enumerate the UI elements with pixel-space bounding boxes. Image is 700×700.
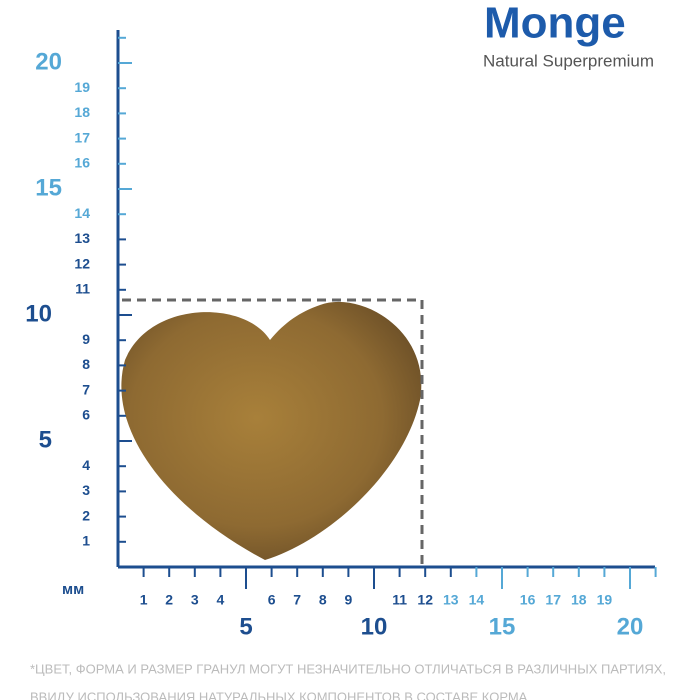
unit-label: мм — [62, 581, 84, 598]
y-ruler-label: 1 — [82, 533, 90, 549]
y-ruler-label: 10 — [25, 300, 52, 327]
x-ruler-label: 19 — [597, 592, 613, 608]
x-ruler-label: 3 — [191, 592, 199, 608]
x-ruler-label: 8 — [319, 592, 327, 608]
y-ruler-label: 8 — [82, 356, 90, 372]
x-ruler-label: 7 — [293, 592, 301, 608]
y-ruler-label: 12 — [74, 255, 90, 271]
x-ruler-label: 5 — [239, 613, 252, 640]
y-ruler-label: 9 — [82, 331, 90, 347]
y-ruler-label: 15 — [35, 174, 62, 201]
x-ruler-label: 9 — [345, 592, 353, 608]
size-box — [122, 298, 424, 567]
y-ruler-label: 18 — [74, 104, 90, 120]
y-ruler-label: 16 — [74, 155, 90, 171]
x-ruler-label: 17 — [545, 592, 561, 608]
y-ruler-label: 3 — [82, 482, 90, 498]
y-ruler-label: 4 — [82, 457, 90, 473]
x-ruler-label: 20 — [617, 613, 644, 640]
y-ruler-label: 6 — [82, 407, 90, 423]
x-ruler-label: 14 — [469, 592, 485, 608]
x-ruler-label: 6 — [268, 592, 276, 608]
kibble-heart — [121, 301, 422, 560]
y-ruler-label: 19 — [74, 79, 90, 95]
y-ruler-label: 20 — [35, 48, 62, 75]
x-ruler-label: 12 — [417, 592, 433, 608]
x-ruler-label: 4 — [217, 592, 225, 608]
footnote-line: ВВИДУ ИСПОЛЬЗОВАНИЯ НАТУРАЛЬНЫХ КОМПОНЕН… — [30, 689, 528, 700]
y-ruler-label: 5 — [39, 426, 52, 453]
footnote-line: *ЦВЕТ, ФОРМА И РАЗМЕР ГРАНУЛ МОГУТ НЕЗНА… — [30, 661, 666, 676]
x-ruler-label: 16 — [520, 592, 536, 608]
y-ruler-label: 2 — [82, 507, 90, 523]
x-ruler-label: 10 — [361, 613, 388, 640]
y-ruler-label: 17 — [74, 129, 90, 145]
y-ruler-label: 11 — [75, 281, 90, 297]
x-ruler-label: 18 — [571, 592, 587, 608]
x-ruler-label: 1 — [140, 592, 148, 608]
x-ruler-label: 11 — [392, 592, 407, 608]
x-ruler-label: 2 — [165, 592, 173, 608]
tagline: Natural Superpremium — [483, 51, 654, 70]
y-ruler-label: 7 — [82, 381, 90, 397]
y-ruler-label: 13 — [74, 230, 90, 246]
y-ruler-label: 14 — [74, 205, 90, 221]
x-ruler-label: 13 — [443, 592, 459, 608]
brand: Monge — [484, 0, 626, 48]
x-ruler-label: 15 — [489, 613, 516, 640]
